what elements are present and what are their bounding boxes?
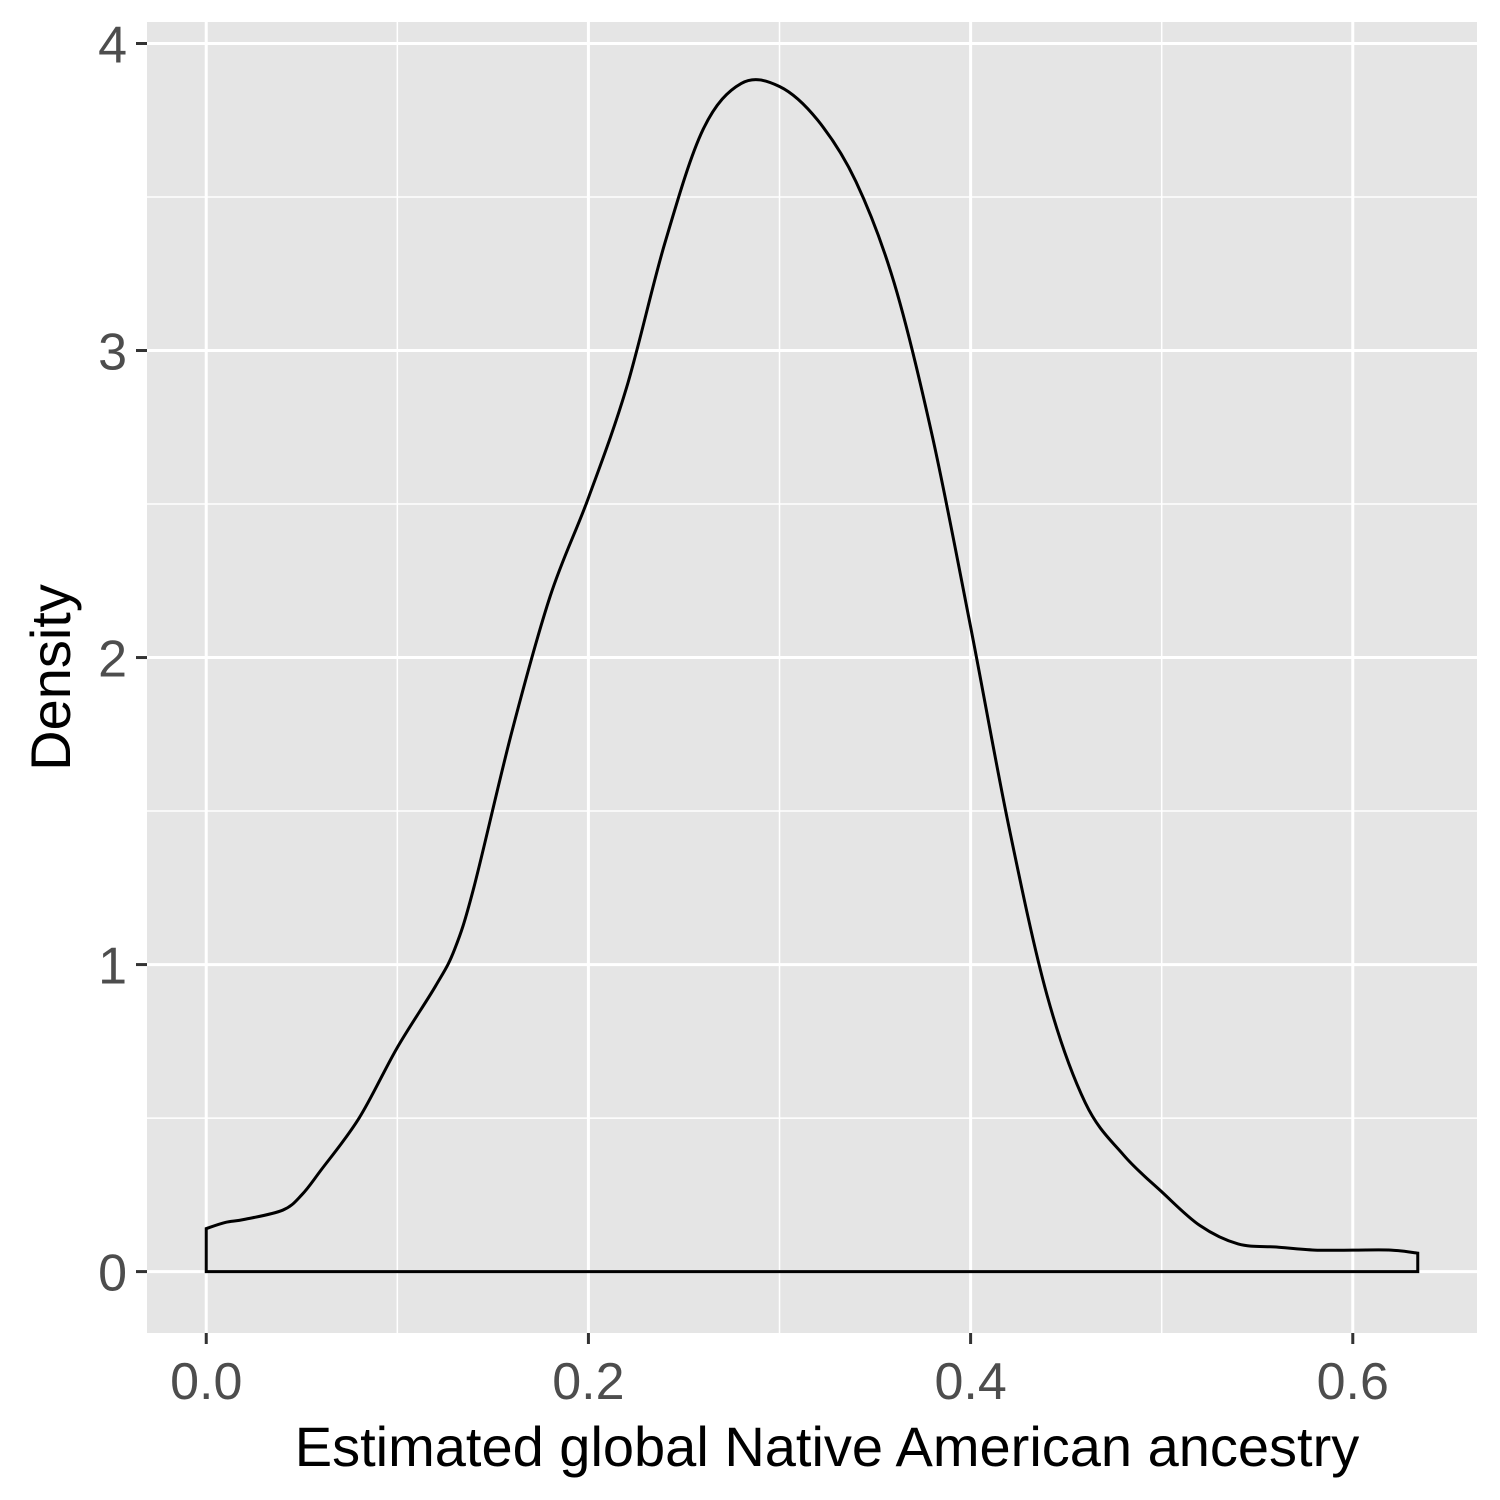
- x-tick-label: 0.2: [552, 1353, 624, 1411]
- x-tick-label: 0.0: [170, 1353, 242, 1411]
- y-tick-label: 0: [98, 1245, 127, 1303]
- y-axis: 0 1 2 3 4: [98, 16, 147, 1303]
- y-axis-title: Density: [19, 584, 82, 771]
- y-tick-label: 3: [98, 324, 127, 382]
- x-axis: 0.0 0.2 0.4 0.6: [170, 1333, 1389, 1411]
- minor-gridlines: [147, 22, 1477, 1333]
- y-tick-label: 2: [98, 631, 127, 689]
- density-curve: [204, 78, 1420, 1274]
- major-gridlines: [147, 22, 1477, 1333]
- x-tick-label: 0.4: [934, 1353, 1006, 1411]
- y-tick-label: 1: [98, 938, 127, 996]
- panel-background: [147, 22, 1477, 1333]
- x-axis-title: Estimated global Native American ancestr…: [295, 1415, 1360, 1478]
- x-tick-label: 0.6: [1317, 1353, 1389, 1411]
- y-tick-label: 4: [98, 16, 127, 74]
